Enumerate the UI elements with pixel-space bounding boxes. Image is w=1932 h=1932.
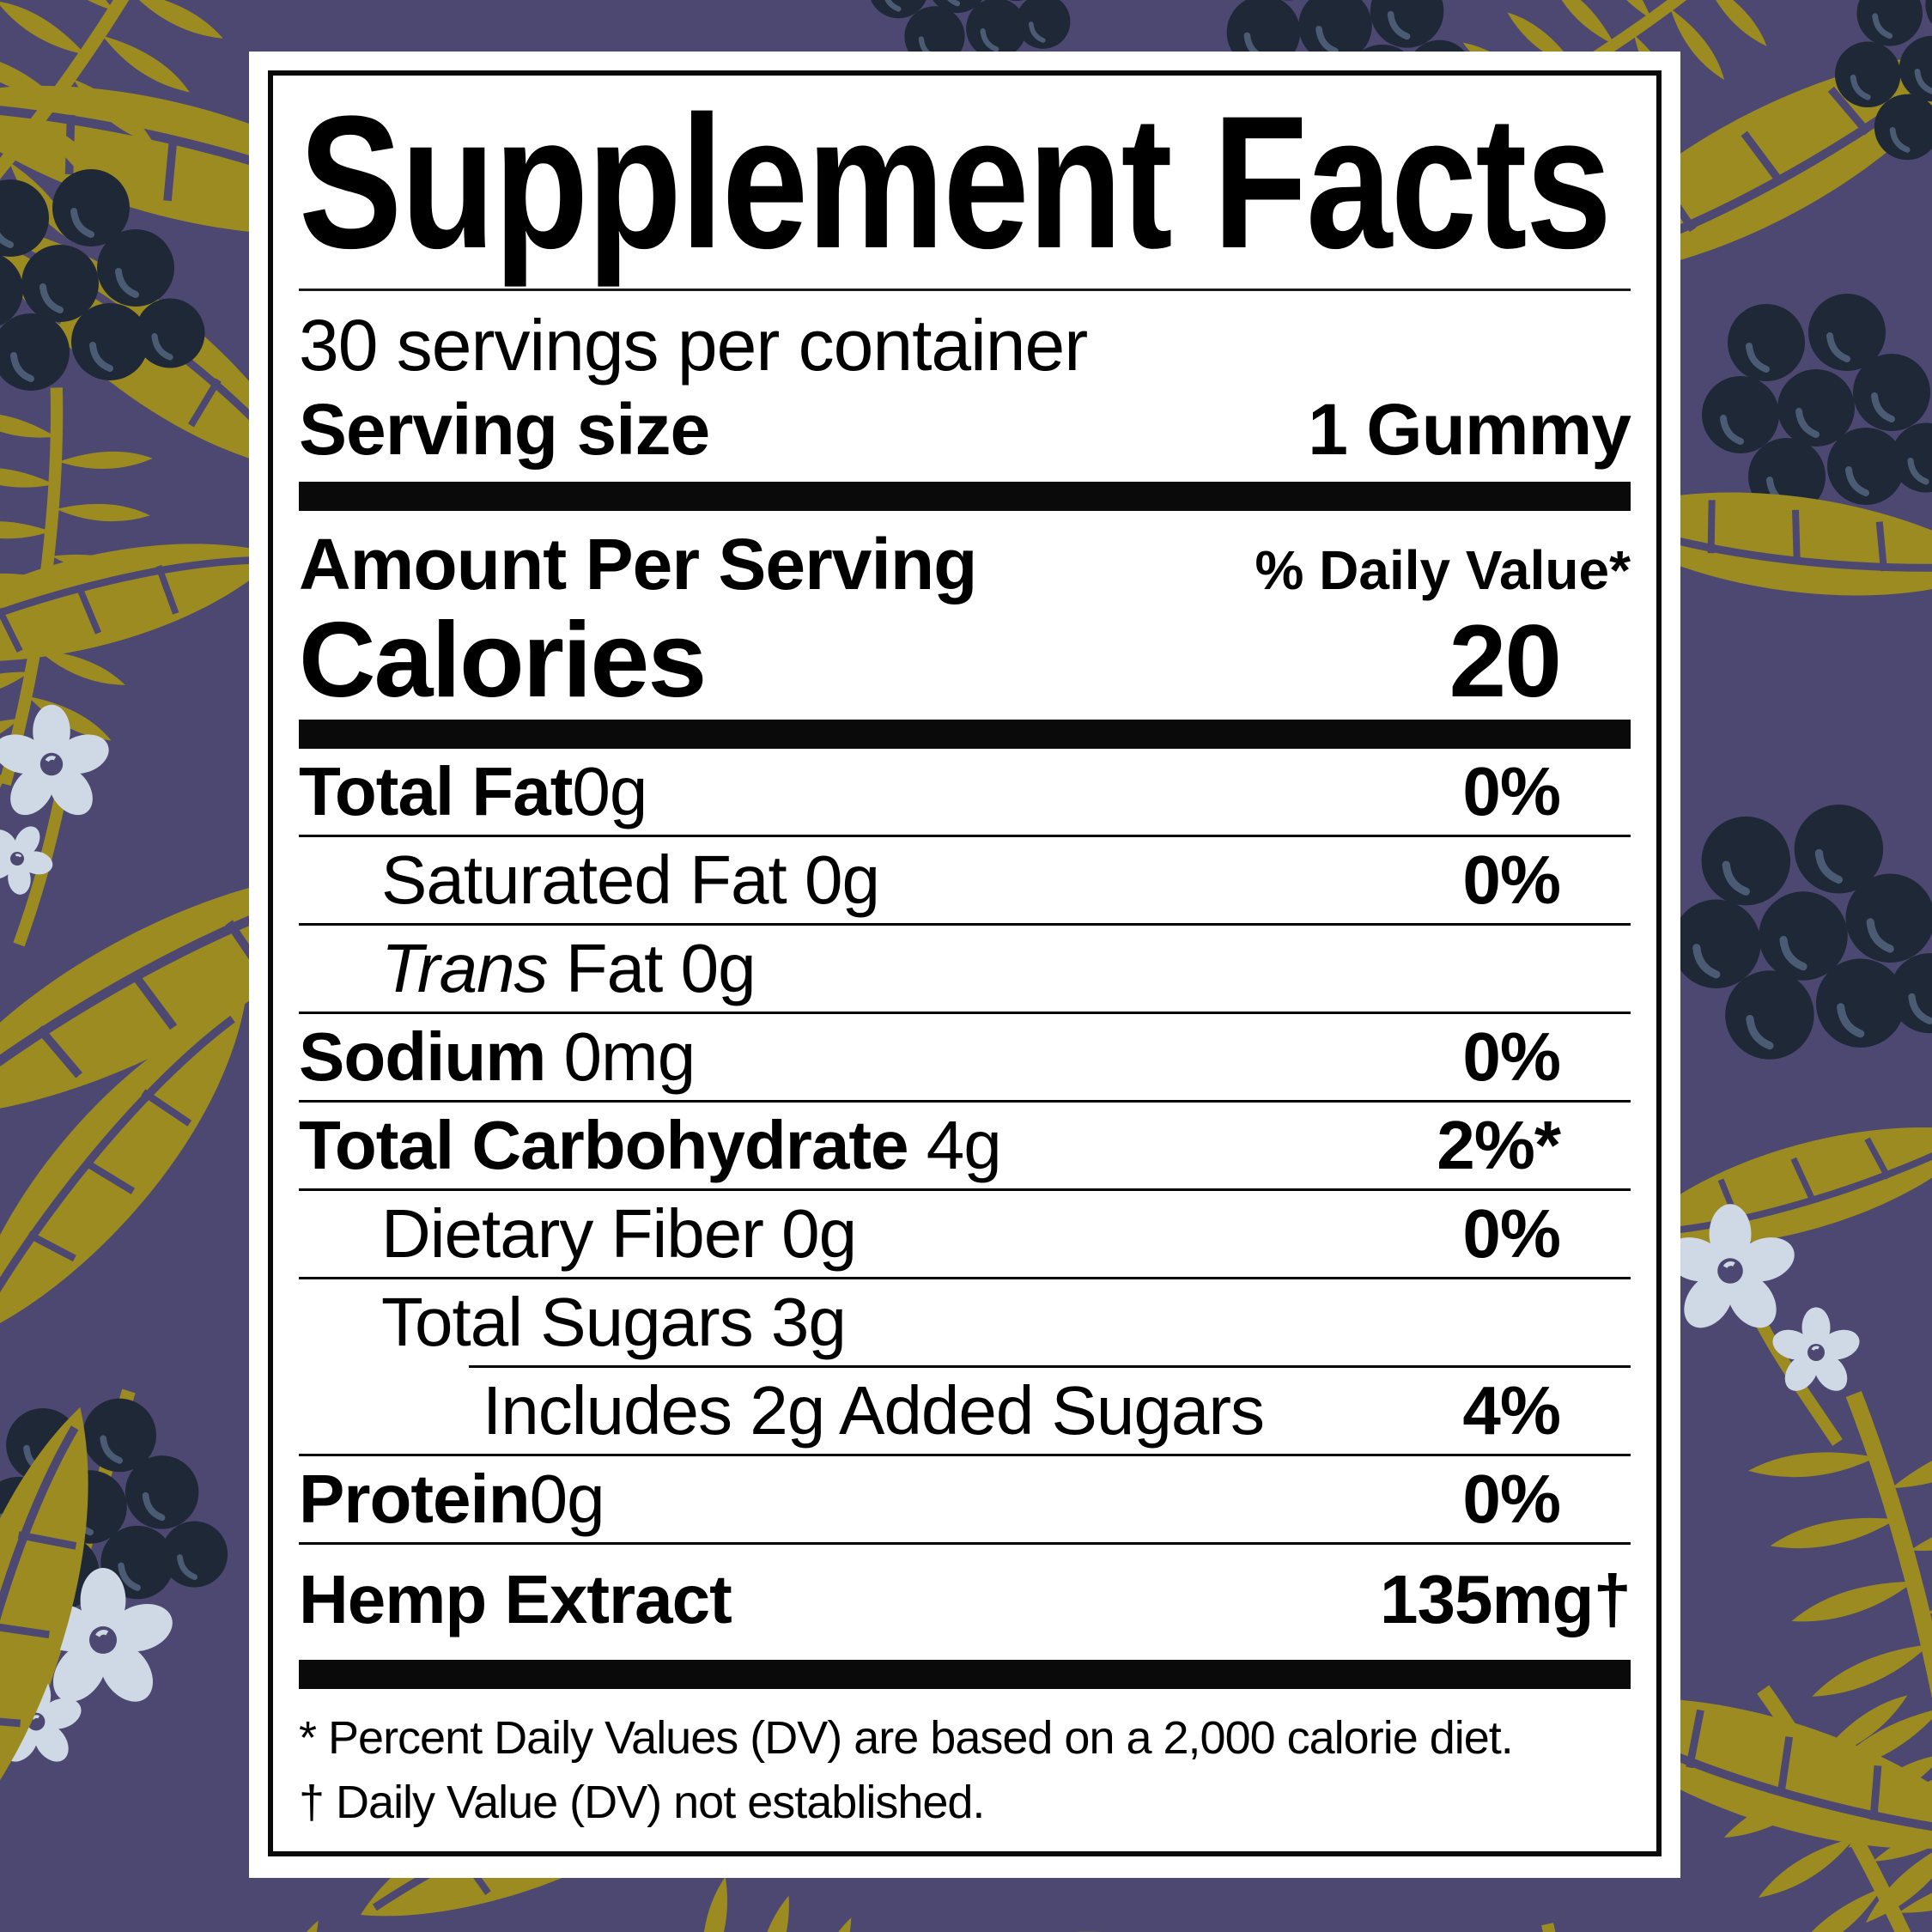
calories-label: Calories — [299, 600, 707, 720]
footnotes: * Percent Daily Values (DV) are based on… — [299, 1706, 1631, 1834]
nutrient-name: Saturated Fat 0g — [299, 841, 880, 919]
nutrient-name-rest: Total Sugars 3g — [381, 1284, 847, 1361]
calories-value: 20 — [1449, 603, 1562, 719]
daily-value-header: % Daily Value* — [1255, 539, 1631, 602]
serving-size-row: Serving size 1 Gummy — [299, 389, 1631, 470]
nutrient-daily-value: 135mg† — [1380, 1561, 1631, 1638]
nutrient-name-rest: 4g — [908, 1107, 1002, 1184]
nutrient-name: Dietary Fiber 0g — [299, 1195, 857, 1273]
nutrient-name: Trans Fat 0g — [299, 933, 756, 1005]
nutrient-row-dietary-fiber: Dietary Fiber 0g 0% — [299, 1188, 1631, 1277]
nutrient-name-bold: Sodium — [299, 1018, 546, 1096]
branch-stem-illustration — [13, 797, 66, 947]
nutrient-name-bold: Hemp Extract — [299, 1561, 732, 1638]
nutrient-name: Protein0g — [299, 1463, 605, 1535]
nutrient-name: Total Fat0g — [299, 756, 647, 828]
nutrient-name-bold: Total Carbohydrate — [299, 1107, 908, 1184]
nutrient-name-rest: Saturated Fat 0g — [381, 841, 880, 919]
serving-size-label: Serving size — [299, 389, 710, 471]
nutrient-daily-value: 4% — [1462, 1372, 1561, 1449]
nutrient-name-bold: Total Fat — [299, 753, 573, 830]
serving-size-value: 1 Gummy — [1308, 389, 1631, 471]
calories-row: Calories 20 — [299, 600, 1631, 720]
nutrient-name-rest: 0mg — [545, 1018, 696, 1096]
title-divider — [299, 289, 1631, 291]
nutrient-daily-value: 0% — [1462, 841, 1561, 919]
nutrient-daily-value: 0% — [1462, 753, 1561, 830]
thick-divider-bar — [299, 720, 1631, 750]
nutrient-row-saturated-fat: Saturated Fat 0g 0% — [299, 835, 1631, 923]
nutrient-row-total-carbohydrate: Total Carbohydrate 4g 2%* — [299, 1100, 1631, 1188]
nutrient-daily-value: 0% — [1462, 1018, 1561, 1096]
servings-per-container: 30 servings per container — [299, 305, 1088, 386]
thick-divider-bar — [299, 482, 1631, 512]
label-title: Supplement Facts — [299, 88, 1631, 276]
nutrient-name: Includes 2g Added Sugars — [469, 1372, 1265, 1449]
nutrient-name-rest: Dietary Fiber 0g — [381, 1195, 857, 1273]
nutrient-name-rest: Fat 0g — [547, 930, 756, 1007]
amount-per-serving-row: Amount Per Serving % Daily Value* — [299, 524, 1631, 605]
nutrient-name-rest: Includes 2g Added Sugars — [483, 1372, 1265, 1449]
nutrient-row-sodium: Sodium 0mg 0% — [299, 1012, 1631, 1100]
nutrient-name-bold: Protein — [299, 1461, 531, 1538]
amount-per-serving-label: Amount Per Serving — [299, 524, 977, 605]
nutrient-daily-value: 0% — [1462, 1461, 1561, 1538]
nutrient-row-total-fat: Total Fat0g 0% — [299, 749, 1631, 835]
nutrient-name: Hemp Extract — [299, 1564, 732, 1636]
nutrient-row-trans-fat: Trans Fat 0g — [299, 923, 1631, 1012]
nutrient-row-protein: Protein0g 0% — [299, 1454, 1631, 1542]
footnote-daily-values: * Percent Daily Values (DV) are based on… — [299, 1712, 1514, 1765]
label-frame: Supplement Facts 30 servings per contain… — [268, 70, 1662, 1857]
nutrient-name-italic: Trans — [381, 930, 549, 1007]
nutrient-name: Total Carbohydrate 4g — [299, 1107, 1002, 1184]
nutrient-row-total-sugars: Total Sugars 3g — [299, 1277, 1631, 1365]
label-title-text: Supplement Facts — [299, 76, 1612, 288]
nutrient-name-rest: 0g — [529, 1461, 605, 1538]
nutrient-row-added-sugars: Includes 2g Added Sugars 4% — [469, 1365, 1631, 1454]
supplement-facts-label: Supplement Facts 30 servings per contain… — [249, 52, 1680, 1878]
nutrient-name: Sodium 0mg — [299, 1018, 696, 1096]
thick-divider-bar — [299, 1660, 1631, 1690]
nutrient-daily-value: 2%* — [1437, 1107, 1561, 1184]
nutrient-row-hemp-extract: Hemp Extract 135mg† — [299, 1542, 1631, 1660]
nutrient-name-rest: 0g — [572, 753, 647, 830]
footnote-dv-not-established: † Daily Value (DV) not established. — [299, 1776, 985, 1828]
nutrient-name: Total Sugars 3g — [299, 1284, 847, 1361]
nutrient-daily-value: 0% — [1462, 1195, 1561, 1273]
